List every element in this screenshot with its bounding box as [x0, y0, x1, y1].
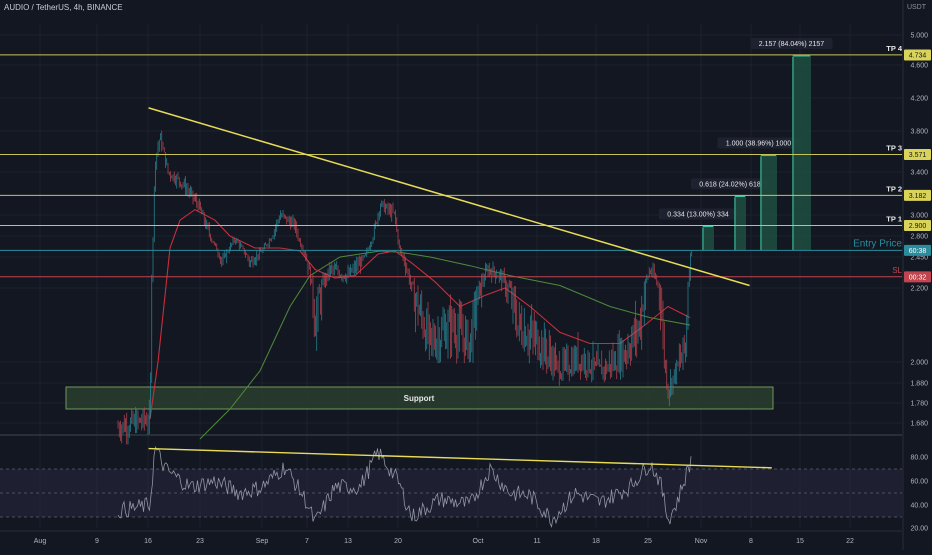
target-boxes: 0.334 (13.00%) 334 0.618 (24.02%) 618 1.00… — [658, 37, 833, 251]
axis-level-price-5: 00:32 — [909, 274, 927, 281]
price-tick-7: 2.450 — [910, 255, 928, 262]
level-name-1: TP 3 — [886, 143, 902, 152]
support-label: Support — [404, 394, 435, 403]
symbol-title: AUDIO / TetherUS, 4h, BINANCE — [4, 3, 123, 12]
target-box-0 — [702, 225, 714, 251]
target-label-bg-2 — [717, 137, 800, 149]
time-tick-0: Aug — [34, 538, 47, 545]
axis-level-price-0: 4.734 — [909, 52, 927, 59]
time-tick-12: Nov — [695, 538, 708, 545]
target-label-3: 2.157 (84.04%) 2157 — [759, 41, 824, 48]
time-tick-2: 16 — [144, 538, 152, 545]
target-label-bg-1 — [690, 178, 770, 190]
axis-level-tag-3 — [904, 220, 931, 231]
price-tick-4: 3.400 — [910, 170, 928, 177]
axis-level-tag-5 — [904, 271, 931, 283]
rsi-line — [117, 445, 692, 528]
target-label-bg-0 — [658, 208, 738, 220]
price-tick-12: 1.680 — [910, 421, 928, 428]
currency-label: USDT — [906, 4, 926, 11]
level-name-5: SL — [892, 266, 902, 275]
time-tick-14: 15 — [796, 538, 804, 545]
price-tick-0: 5.000 — [910, 33, 928, 40]
time-tick-3: 23 — [196, 538, 204, 545]
time-tick-4: Sep — [256, 538, 269, 545]
time-tick-7: 20 — [394, 538, 402, 545]
time-tick-8: Oct — [473, 538, 484, 545]
level-name-4: Entry Price — [853, 238, 902, 249]
target-box-1 — [734, 195, 746, 251]
time-tick-11: 25 — [644, 538, 652, 545]
trendline-line — [148, 107, 750, 287]
target-label-1: 0.618 (24.02%) 618 — [699, 181, 761, 188]
axis-level-tag-4 — [904, 244, 931, 256]
price-tick-9: 2.000 — [910, 360, 928, 367]
axis-level-price-4: 60:38 — [909, 248, 927, 255]
axis-level-tag-2 — [904, 189, 931, 201]
price-tick-8: 2.200 — [910, 286, 928, 293]
rsi-tick-0: 80.00 — [910, 455, 928, 462]
target-box-3 — [792, 54, 811, 251]
price-tick-1: 4.600 — [910, 63, 928, 70]
price-tick-6: 2.800 — [910, 234, 928, 241]
target-label-0: 0.334 (13.00%) 334 — [667, 212, 729, 219]
rsi-trendline — [148, 447, 772, 469]
rsi-tick-1: 60.00 — [910, 479, 928, 486]
level-name-3: TP 1 — [886, 215, 902, 224]
time-tick-1: 9 — [95, 538, 99, 545]
price-tick-3: 3.800 — [910, 129, 928, 136]
level-name-2: TP 2 — [886, 184, 902, 193]
target-box-2 — [760, 154, 777, 251]
time-tick-13: 8 — [749, 538, 753, 545]
time-tick-5: 7 — [305, 538, 309, 545]
target-label-2: 1.000 (38.96%) 1000 — [726, 140, 791, 147]
price-tick-11: 1.780 — [910, 401, 928, 408]
time-tick-15: 22 — [846, 538, 854, 545]
ma-slow-line — [199, 250, 691, 440]
rsi-pane — [0, 445, 902, 528]
rsi-tick-2: 40.00 — [910, 503, 928, 510]
price-tick-5: 3.000 — [910, 213, 928, 220]
time-tick-9: 11 — [533, 538, 540, 545]
price-trendline[interactable] — [148, 107, 750, 287]
rsi-tick-3: 20.00 — [910, 526, 928, 533]
axis-level-tag-1 — [904, 148, 931, 160]
level-name-0: TP 4 — [886, 44, 903, 53]
support-zone: Support — [65, 386, 774, 410]
axis-level-price-1: 3.571 — [909, 152, 927, 159]
time-tick-6: 13 — [344, 538, 352, 545]
price-tick-10: 1.880 — [910, 381, 928, 388]
axis-level-tag-0 — [904, 49, 931, 61]
target-label-bg-3 — [750, 37, 833, 49]
axis-level-price-2: 3.182 — [909, 193, 927, 200]
axis-level-price-3: 2.900 — [909, 223, 927, 230]
price-tick-2: 4.200 — [910, 96, 928, 103]
time-tick-10: 18 — [592, 538, 600, 545]
